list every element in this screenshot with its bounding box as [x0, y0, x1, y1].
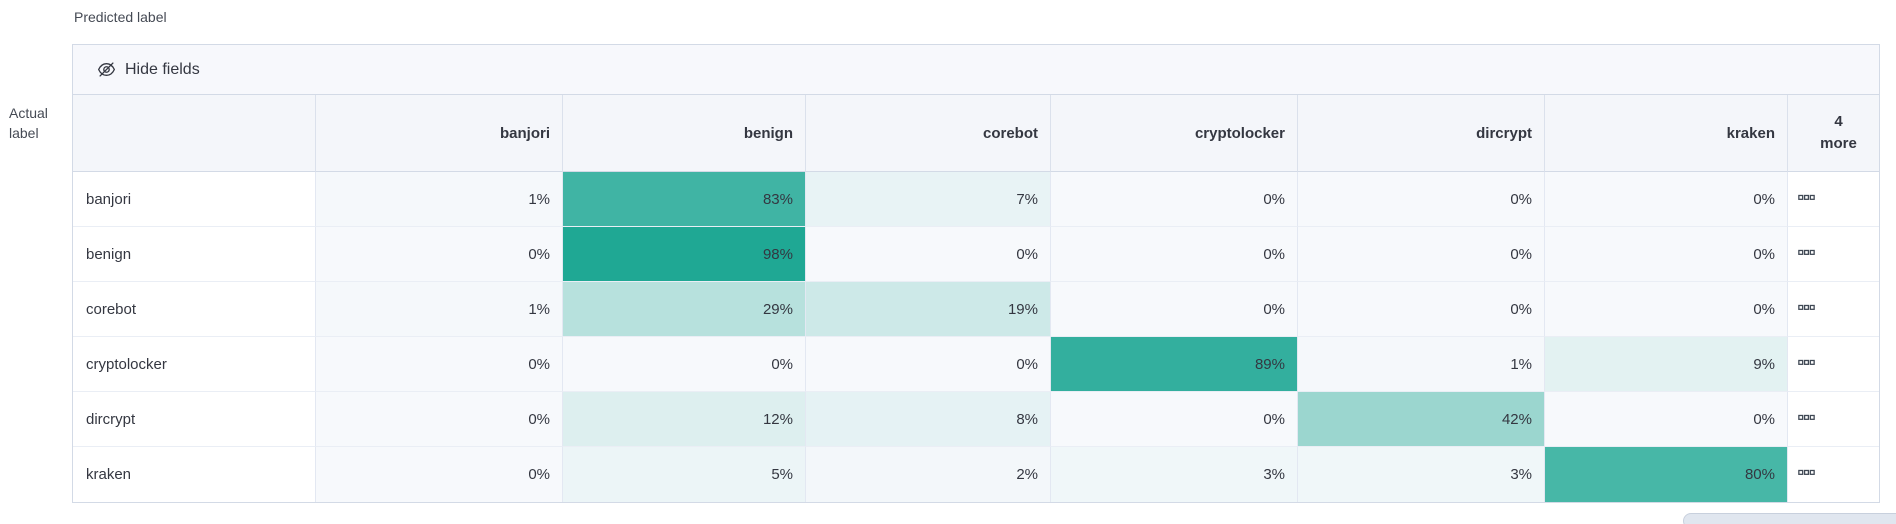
- matrix-cell-benign-corebot: 0%: [806, 227, 1051, 282]
- matrix-cell-cryptolocker-benign: 0%: [563, 337, 806, 392]
- horizontal-scrollbar-thumb[interactable]: [1683, 513, 1896, 524]
- matrix-cell-banjori-banjori: 1%: [316, 172, 563, 227]
- matrix-row-kraken: kraken 0% 5% 2% 3% 3% 80%: [73, 447, 1879, 502]
- matrix-cell-banjori-corebot: 7%: [806, 172, 1051, 227]
- column-header-benign[interactable]: benign: [563, 95, 806, 172]
- row-label: dircrypt: [73, 392, 316, 447]
- matrix-cell-corebot-kraken: 0%: [1545, 282, 1788, 337]
- matrix-row-dircrypt: dircrypt 0% 12% 8% 0% 42% 0%: [73, 392, 1879, 447]
- matrix-cell-dircrypt-kraken: 0%: [1545, 392, 1788, 447]
- matrix-cell-corebot-cryptolocker: 0%: [1051, 282, 1298, 337]
- more-columns-actions-button[interactable]: [1788, 172, 1879, 227]
- matrix-cell-kraken-kraken: 80%: [1545, 447, 1788, 502]
- matrix-cell-cryptolocker-dircrypt: 1%: [1298, 337, 1545, 392]
- matrix-cell-banjori-cryptolocker: 0%: [1051, 172, 1298, 227]
- column-header-cryptolocker[interactable]: cryptolocker: [1051, 95, 1298, 172]
- matrix-cell-corebot-dircrypt: 0%: [1298, 282, 1545, 337]
- corner-cell: [73, 95, 316, 172]
- matrix-cell-banjori-benign: 83%: [563, 172, 806, 227]
- hide-fields-button[interactable]: Hide fields: [97, 60, 200, 79]
- matrix-cell-banjori-dircrypt: 0%: [1298, 172, 1545, 227]
- row-label: benign: [73, 227, 316, 282]
- matrix-cell-benign-banjori: 0%: [316, 227, 563, 282]
- matrix-cell-corebot-banjori: 1%: [316, 282, 563, 337]
- boxes-horizontal-icon: [1798, 354, 1815, 375]
- row-label: kraken: [73, 447, 316, 502]
- eye-closed-icon: [97, 60, 116, 79]
- more-columns-actions-button[interactable]: [1788, 392, 1879, 447]
- matrix-cell-benign-kraken: 0%: [1545, 227, 1788, 282]
- boxes-horizontal-icon: [1798, 464, 1815, 485]
- more-columns-actions-button[interactable]: [1788, 282, 1879, 337]
- matrix-cell-kraken-banjori: 0%: [316, 447, 563, 502]
- boxes-horizontal-icon: [1798, 299, 1815, 320]
- more-columns-actions-button[interactable]: [1788, 227, 1879, 282]
- more-columns-actions-button[interactable]: [1788, 447, 1879, 502]
- header-row: banjori benign corebot cryptolocker dircrypt…: [73, 95, 1879, 172]
- boxes-horizontal-icon: [1798, 409, 1815, 430]
- matrix-row-banjori: banjori 1% 83% 7% 0% 0% 0%: [73, 172, 1879, 227]
- hide-fields-label: Hide fields: [125, 60, 200, 78]
- matrix-cell-benign-dircrypt: 0%: [1298, 227, 1545, 282]
- matrix-cell-kraken-cryptolocker: 3%: [1051, 447, 1298, 502]
- matrix-cell-cryptolocker-banjori: 0%: [316, 337, 563, 392]
- matrix-cell-corebot-benign: 29%: [563, 282, 806, 337]
- actual-axis-label: Actual label: [9, 105, 48, 141]
- row-label: cryptolocker: [73, 337, 316, 392]
- more-columns-header[interactable]: 4 more: [1788, 95, 1879, 172]
- matrix-cell-cryptolocker-cryptolocker: 89%: [1051, 337, 1298, 392]
- matrix-cell-corebot-corebot: 19%: [806, 282, 1051, 337]
- more-columns-actions-button[interactable]: [1788, 337, 1879, 392]
- predicted-axis-label: Predicted label: [74, 9, 167, 25]
- confusion-matrix-grid: Hide fields banjori benign corebot cryptolo…: [72, 44, 1880, 503]
- column-header-corebot[interactable]: corebot: [806, 95, 1051, 172]
- row-label: banjori: [73, 172, 316, 227]
- column-header-dircrypt[interactable]: dircrypt: [1298, 95, 1545, 172]
- matrix-cell-benign-benign: 98%: [563, 227, 806, 282]
- matrix-cell-benign-cryptolocker: 0%: [1051, 227, 1298, 282]
- matrix-cell-cryptolocker-corebot: 0%: [806, 337, 1051, 392]
- column-header-banjori[interactable]: banjori: [316, 95, 563, 172]
- matrix-cell-dircrypt-corebot: 8%: [806, 392, 1051, 447]
- matrix-row-corebot: corebot 1% 29% 19% 0% 0% 0%: [73, 282, 1879, 337]
- matrix-cell-kraken-benign: 5%: [563, 447, 806, 502]
- matrix-row-cryptolocker: cryptolocker 0% 0% 0% 89% 1% 9%: [73, 337, 1879, 392]
- matrix-cell-dircrypt-cryptolocker: 0%: [1051, 392, 1298, 447]
- boxes-horizontal-icon: [1798, 189, 1815, 210]
- matrix-row-benign: benign 0% 98% 0% 0% 0% 0%: [73, 227, 1879, 282]
- boxes-horizontal-icon: [1798, 244, 1815, 265]
- matrix-cell-dircrypt-benign: 12%: [563, 392, 806, 447]
- matrix-cell-cryptolocker-kraken: 9%: [1545, 337, 1788, 392]
- grid-toolbar: Hide fields: [73, 45, 1879, 95]
- matrix-cell-dircrypt-dircrypt: 42%: [1298, 392, 1545, 447]
- column-header-kraken[interactable]: kraken: [1545, 95, 1788, 172]
- matrix-cell-kraken-dircrypt: 3%: [1298, 447, 1545, 502]
- matrix-cell-kraken-corebot: 2%: [806, 447, 1051, 502]
- matrix-table: banjori benign corebot cryptolocker dircrypt…: [73, 95, 1879, 502]
- matrix-cell-banjori-kraken: 0%: [1545, 172, 1788, 227]
- row-label: corebot: [73, 282, 316, 337]
- matrix-cell-dircrypt-banjori: 0%: [316, 392, 563, 447]
